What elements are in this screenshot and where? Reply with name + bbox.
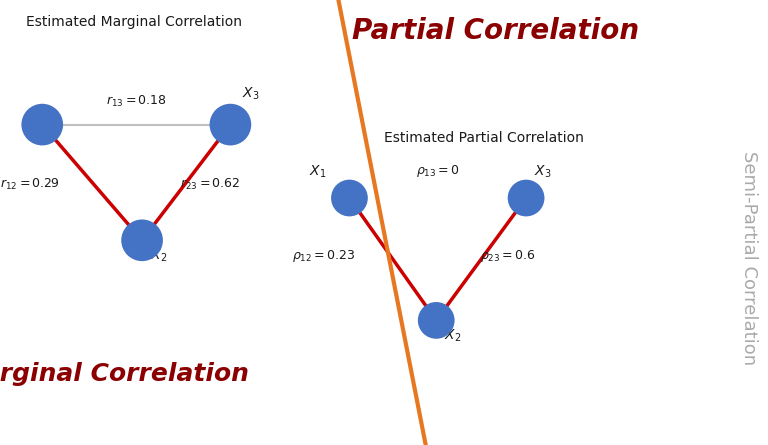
Text: $X_1$: $X_1$ — [309, 163, 326, 179]
Text: $X_2$: $X_2$ — [444, 328, 462, 344]
Point — [224, 121, 237, 128]
Point — [343, 194, 356, 202]
Point — [520, 194, 532, 202]
Text: $X_2$: $X_2$ — [150, 248, 167, 264]
Text: Partial Correlation: Partial Correlation — [352, 17, 639, 45]
Point — [430, 317, 442, 324]
Point — [136, 237, 148, 244]
Text: Estimated Marginal Correlation: Estimated Marginal Correlation — [26, 15, 243, 29]
Text: $r_{23}=0.62$: $r_{23}=0.62$ — [180, 177, 241, 192]
Text: Estimated Partial Correlation: Estimated Partial Correlation — [384, 131, 584, 145]
Text: $\rho_{12}=0.23$: $\rho_{12}=0.23$ — [292, 248, 355, 264]
Text: Semi-Partial Correlation: Semi-Partial Correlation — [740, 151, 758, 365]
Text: $X_3$: $X_3$ — [534, 163, 551, 179]
Text: $X_3$: $X_3$ — [242, 85, 260, 101]
Point — [36, 121, 48, 128]
Text: $r_{13}=0.18$: $r_{13}=0.18$ — [106, 94, 167, 109]
Text: $\rho_{23}=0.6$: $\rho_{23}=0.6$ — [480, 248, 536, 264]
Text: $r_{12}=0.29$: $r_{12}=0.29$ — [0, 177, 60, 192]
Text: Marginal Correlation: Marginal Correlation — [0, 362, 249, 386]
Text: $\rho_{13}=0$: $\rho_{13}=0$ — [415, 163, 460, 179]
